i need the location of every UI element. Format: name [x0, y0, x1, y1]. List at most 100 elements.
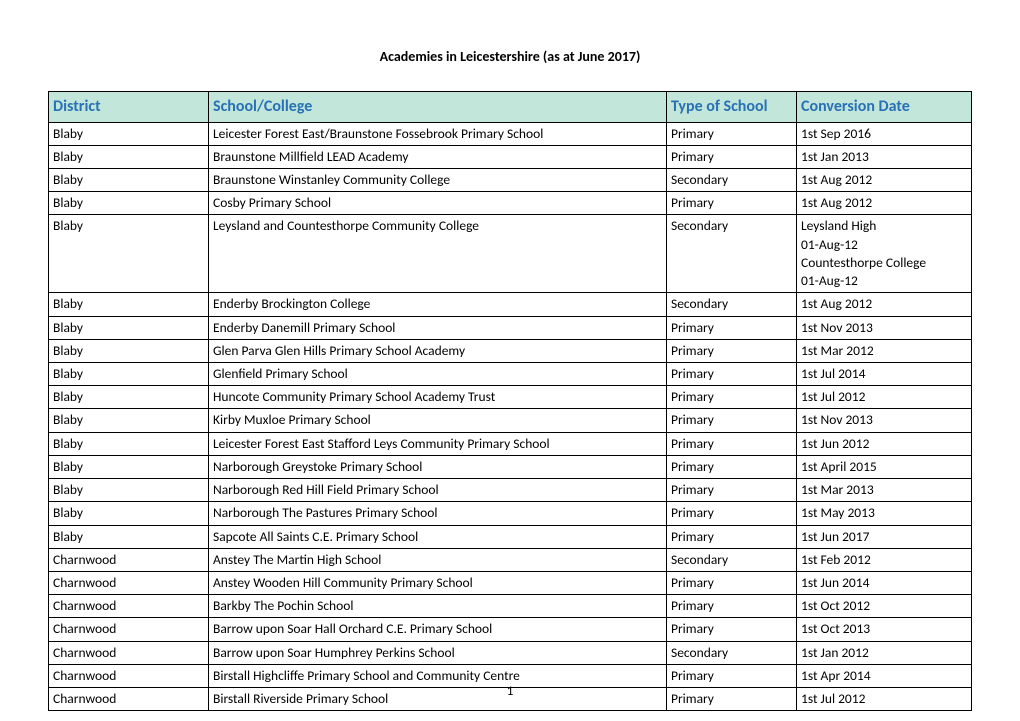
- table-cell: 1st Mar 2012: [797, 339, 972, 362]
- table-row: CharnwoodAnstey The Martin High SchoolSe…: [49, 548, 972, 571]
- table-row: BlabyNarborough Greystoke Primary School…: [49, 455, 972, 478]
- table-cell: Primary: [667, 363, 797, 386]
- table-row: CharnwoodAnstey Wooden Hill Community Pr…: [49, 571, 972, 594]
- table-cell: Blaby: [49, 409, 209, 432]
- table-cell: Secondary: [667, 641, 797, 664]
- table-cell: Primary: [667, 145, 797, 168]
- table-cell: Blaby: [49, 145, 209, 168]
- table-row: BlabyEnderby Brockington CollegeSecondar…: [49, 293, 972, 316]
- table-cell: 1st Jul 2012: [797, 386, 972, 409]
- table-row: BlabyHuncote Community Primary School Ac…: [49, 386, 972, 409]
- table-cell: 1st Jan 2013: [797, 145, 972, 168]
- table-cell: Anstey Wooden Hill Community Primary Sch…: [209, 571, 667, 594]
- table-cell: Charnwood: [49, 595, 209, 618]
- table-cell: Blaby: [49, 455, 209, 478]
- table-cell: Narborough Greystoke Primary School: [209, 455, 667, 478]
- table-cell: Charnwood: [49, 641, 209, 664]
- table-cell: Blaby: [49, 122, 209, 145]
- table-cell: Charnwood: [49, 618, 209, 641]
- table-cell: Huncote Community Primary School Academy…: [209, 386, 667, 409]
- table-row: CharnwoodBarrow upon Soar Humphrey Perki…: [49, 641, 972, 664]
- table-row: BlabyLeicester Forest East Stafford Leys…: [49, 432, 972, 455]
- table-cell: Leysland High 01-Aug-12 Countesthorpe Co…: [797, 215, 972, 293]
- table-cell: Braunstone Millfield LEAD Academy: [209, 145, 667, 168]
- col-header-school: School/College: [209, 92, 667, 123]
- table-cell: Leicester Forest East/Braunstone Fossebr…: [209, 122, 667, 145]
- table-cell: 1st Jun 2017: [797, 525, 972, 548]
- table-cell: Primary: [667, 595, 797, 618]
- table-cell: Glenfield Primary School: [209, 363, 667, 386]
- document-title: Academies in Leicestershire (as at June …: [48, 48, 972, 65]
- table-cell: 1st Jul 2014: [797, 363, 972, 386]
- table-cell: 1st Jun 2014: [797, 571, 972, 594]
- table-cell: 1st Jun 2012: [797, 432, 972, 455]
- page-number: 1: [0, 684, 1020, 699]
- table-cell: Narborough The Pastures Primary School: [209, 502, 667, 525]
- table-cell: Primary: [667, 316, 797, 339]
- table-row: BlabyGlen Parva Glen Hills Primary Schoo…: [49, 339, 972, 362]
- table-row: BlabyGlenfield Primary SchoolPrimary1st …: [49, 363, 972, 386]
- table-row: BlabyLeysland and Countesthorpe Communit…: [49, 215, 972, 293]
- table-row: BlabySapcote All Saints C.E. Primary Sch…: [49, 525, 972, 548]
- table-cell: Barrow upon Soar Humphrey Perkins School: [209, 641, 667, 664]
- table-cell: 1st Aug 2012: [797, 293, 972, 316]
- table-cell: 1st Oct 2012: [797, 595, 972, 618]
- table-cell: Kirby Muxloe Primary School: [209, 409, 667, 432]
- table-cell: 1st Oct 2013: [797, 618, 972, 641]
- table-cell: Secondary: [667, 215, 797, 293]
- table-row: BlabyLeicester Forest East/Braunstone Fo…: [49, 122, 972, 145]
- table-cell: 1st Aug 2012: [797, 169, 972, 192]
- table-cell: Leysland and Countesthorpe Community Col…: [209, 215, 667, 293]
- table-cell: Primary: [667, 339, 797, 362]
- table-cell: Primary: [667, 525, 797, 548]
- table-cell: Primary: [667, 192, 797, 215]
- col-header-conversion: Conversion Date: [797, 92, 972, 123]
- table-cell: 1st May 2013: [797, 502, 972, 525]
- table-cell: Charnwood: [49, 548, 209, 571]
- table-cell: Blaby: [49, 502, 209, 525]
- table-row: BlabyBraunstone Millfield LEAD AcademyPr…: [49, 145, 972, 168]
- table-cell: Primary: [667, 618, 797, 641]
- table-cell: Glen Parva Glen Hills Primary School Aca…: [209, 339, 667, 362]
- academies-table: District School/College Type of School C…: [48, 91, 972, 711]
- table-cell: Barrow upon Soar Hall Orchard C.E. Prima…: [209, 618, 667, 641]
- table-cell: Blaby: [49, 479, 209, 502]
- table-cell: Primary: [667, 122, 797, 145]
- table-cell: 1st Nov 2013: [797, 409, 972, 432]
- table-cell: Anstey The Martin High School: [209, 548, 667, 571]
- table-cell: Blaby: [49, 316, 209, 339]
- table-row: CharnwoodBarkby The Pochin SchoolPrimary…: [49, 595, 972, 618]
- table-cell: Enderby Danemill Primary School: [209, 316, 667, 339]
- table-cell: Primary: [667, 432, 797, 455]
- table-cell: 1st Sep 2016: [797, 122, 972, 145]
- table-header-row: District School/College Type of School C…: [49, 92, 972, 123]
- table-cell: Blaby: [49, 386, 209, 409]
- table-cell: Blaby: [49, 525, 209, 548]
- table-cell: Cosby Primary School: [209, 192, 667, 215]
- table-cell: Secondary: [667, 548, 797, 571]
- table-cell: 1st Aug 2012: [797, 192, 972, 215]
- table-cell: Primary: [667, 386, 797, 409]
- table-row: CharnwoodBarrow upon Soar Hall Orchard C…: [49, 618, 972, 641]
- table-row: BlabyNarborough Red Hill Field Primary S…: [49, 479, 972, 502]
- table-cell: Sapcote All Saints C.E. Primary School: [209, 525, 667, 548]
- table-cell: Primary: [667, 502, 797, 525]
- table-row: BlabyKirby Muxloe Primary SchoolPrimary1…: [49, 409, 972, 432]
- table-cell: Primary: [667, 409, 797, 432]
- table-cell: Enderby Brockington College: [209, 293, 667, 316]
- table-cell: Charnwood: [49, 571, 209, 594]
- table-cell: Primary: [667, 455, 797, 478]
- col-header-type: Type of School: [667, 92, 797, 123]
- table-cell: Blaby: [49, 192, 209, 215]
- table-row: BlabyNarborough The Pastures Primary Sch…: [49, 502, 972, 525]
- table-cell: Blaby: [49, 169, 209, 192]
- table-cell: Secondary: [667, 169, 797, 192]
- table-cell: Leicester Forest East Stafford Leys Comm…: [209, 432, 667, 455]
- table-cell: 1st Nov 2013: [797, 316, 972, 339]
- table-cell: Blaby: [49, 215, 209, 293]
- table-cell: Blaby: [49, 363, 209, 386]
- table-row: BlabyCosby Primary SchoolPrimary1st Aug …: [49, 192, 972, 215]
- table-cell: Blaby: [49, 293, 209, 316]
- table-cell: 1st Feb 2012: [797, 548, 972, 571]
- table-cell: 1st Mar 2013: [797, 479, 972, 502]
